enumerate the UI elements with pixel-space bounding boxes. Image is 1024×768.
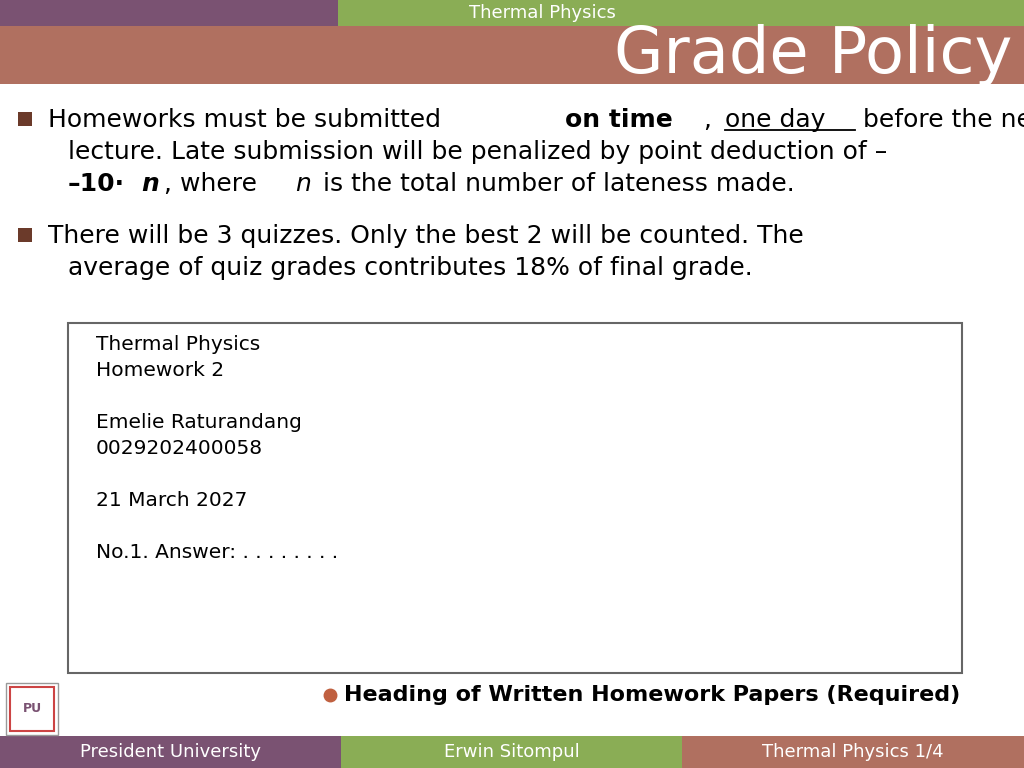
Bar <box>682 736 1024 768</box>
Text: Grade Policy: Grade Policy <box>613 24 1012 86</box>
Text: President University: President University <box>80 743 260 761</box>
Bar <box>68 323 962 673</box>
Text: ,: , <box>705 108 721 132</box>
Text: No.1. Answer: . . . . . . . .: No.1. Answer: . . . . . . . . <box>96 544 338 562</box>
Bar <box>10 687 54 731</box>
Text: PU: PU <box>23 703 42 716</box>
Text: 0029202400058: 0029202400058 <box>96 439 263 458</box>
Text: 21 March 2027: 21 March 2027 <box>96 492 248 511</box>
Bar <box>6 683 58 735</box>
Text: Thermal Physics: Thermal Physics <box>96 336 260 355</box>
Text: Thermal Physics 1/4: Thermal Physics 1/4 <box>762 743 944 761</box>
Bar <box>18 112 32 126</box>
Bar <box>0 26 1024 84</box>
Text: before the next: before the next <box>855 108 1024 132</box>
Bar <box>0 84 1024 736</box>
Text: average of quiz grades contributes 18% of final grade.: average of quiz grades contributes 18% o… <box>68 256 753 280</box>
Text: lecture. Late submission will be penalized by point deduction of –: lecture. Late submission will be penaliz… <box>68 140 887 164</box>
Text: –10·: –10· <box>68 172 125 196</box>
Text: on time: on time <box>565 108 673 132</box>
Text: , where: , where <box>165 172 265 196</box>
Text: one day: one day <box>725 108 825 132</box>
Bar <box>338 0 1024 26</box>
Text: Emelie Raturandang: Emelie Raturandang <box>96 413 302 432</box>
Text: Homeworks must be submitted: Homeworks must be submitted <box>48 108 449 132</box>
Text: There will be 3 quizzes. Only the best 2 will be counted. The: There will be 3 quizzes. Only the best 2… <box>48 224 804 248</box>
Text: n: n <box>141 172 160 196</box>
Bar <box>0 0 338 26</box>
Bar <box>341 736 682 768</box>
Text: Heading of Written Homework Papers (Required): Heading of Written Homework Papers (Requ… <box>344 685 961 705</box>
Bar <box>18 228 32 242</box>
Text: Homework 2: Homework 2 <box>96 362 224 380</box>
Text: Thermal Physics: Thermal Physics <box>469 4 615 22</box>
Bar <box>0 736 341 768</box>
Text: Erwin Sitompul: Erwin Sitompul <box>444 743 580 761</box>
Text: is the total number of lateness made.: is the total number of lateness made. <box>315 172 795 196</box>
Text: n: n <box>295 172 310 196</box>
